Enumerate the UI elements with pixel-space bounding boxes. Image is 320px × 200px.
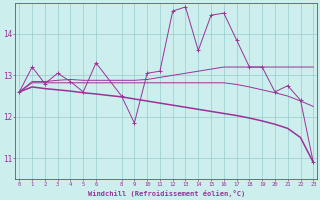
X-axis label: Windchill (Refroidissement éolien,°C): Windchill (Refroidissement éolien,°C) xyxy=(88,190,245,197)
